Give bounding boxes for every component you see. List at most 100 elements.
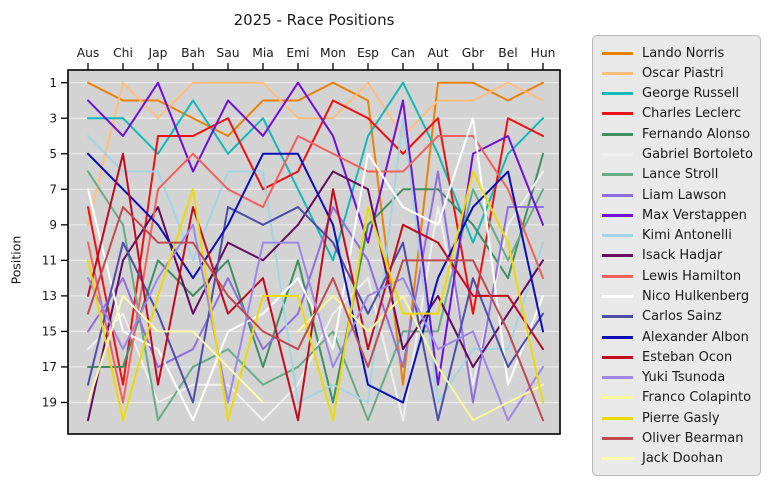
legend-swatch (602, 71, 633, 75)
legend-label: Jack Doohan (642, 451, 723, 467)
legend-label: Lando Norris (642, 45, 725, 61)
series-line-kimi-antonelli (87, 117, 544, 404)
legend-label: Lewis Hamilton (642, 268, 742, 284)
legend-swatch (602, 92, 633, 96)
x-tick-label: Hun (531, 46, 556, 60)
legend-item: Charles Leclerc (593, 104, 760, 124)
y-tick-label: 13 (42, 289, 57, 303)
y-tick-label: 5 (49, 147, 57, 161)
series-line-oliver-bearman (87, 206, 544, 422)
legend-swatch (602, 355, 633, 359)
legend-item: Isack Hadjar (593, 246, 760, 266)
plot-border (67, 69, 561, 435)
legend-swatch (602, 457, 633, 461)
x-tick-label: Can (391, 46, 415, 60)
x-tick-label: Esp (357, 46, 379, 60)
legend-swatch (602, 254, 633, 258)
legend-label: Liam Lawson (642, 187, 727, 203)
legend-label: Isack Hadjar (642, 248, 723, 264)
legend-swatch (602, 213, 633, 217)
legend-item: Lance Stroll (593, 165, 760, 185)
y-tick-label: 9 (49, 218, 57, 232)
legend-label: Franco Colapinto (642, 390, 752, 406)
legend-label: Kimi Antonelli (642, 228, 732, 244)
legend-swatch (602, 315, 633, 319)
legend-swatch (602, 274, 633, 278)
y-tick-label: 19 (42, 396, 57, 410)
legend-label: Alexander Albon (642, 329, 749, 345)
series-line-carlos-sainz (87, 206, 544, 422)
legend-swatch (602, 153, 633, 157)
legend-item: Fernando Alonso (593, 124, 760, 144)
legend-swatch (602, 416, 633, 420)
chart-title: 2025 - Race Positions (233, 11, 395, 29)
legend-label: Fernando Alonso (642, 126, 751, 142)
y-tick-label: 17 (42, 360, 57, 374)
legend-label: Max Verstappen (642, 207, 747, 223)
legend-swatch (602, 335, 633, 339)
legend-label: Nico Hulkenberg (642, 289, 750, 305)
x-tick-label: Sau (216, 46, 239, 60)
x-tick-label: Gbr (462, 46, 485, 60)
series-line-jack-doohan (87, 294, 264, 404)
series-line-pierre-gasly (87, 170, 544, 422)
legend-swatch (602, 436, 633, 440)
legend-item: Alexander Albon (593, 327, 760, 347)
x-tick-label: Bah (181, 46, 205, 60)
legend-item: Gabriel Bortoleto (593, 144, 760, 164)
legend-item: Kimi Antonelli (593, 226, 760, 246)
legend-label: George Russell (642, 86, 739, 102)
legend-item: Oscar Piastri (593, 63, 760, 83)
series-line-isack-hadjar (87, 170, 544, 422)
legend-label: Pierre Gasly (642, 410, 720, 426)
x-tick-label: Emi (286, 46, 309, 60)
legend-label: Oliver Bearman (642, 430, 744, 446)
x-tick-label: Chi (113, 46, 133, 60)
x-tick-label: Jap (148, 46, 168, 60)
legend-swatch (602, 173, 633, 177)
legend-swatch (602, 295, 633, 299)
legend-item: Carlos Sainz (593, 307, 760, 327)
series-line-franco-colapinto (297, 294, 544, 422)
legend-label: Gabriel Bortoleto (642, 147, 753, 163)
legend-item: Liam Lawson (593, 185, 760, 205)
y-tick-label: 15 (42, 325, 57, 339)
legend-item: Franco Colapinto (593, 388, 760, 408)
legend-label: Charles Leclerc (642, 106, 742, 122)
legend-item: Lewis Hamilton (593, 266, 760, 286)
legend-item: Yuki Tsunoda (593, 368, 760, 388)
legend-label: Yuki Tsunoda (642, 370, 726, 386)
y-tick-label: 3 (49, 111, 57, 125)
legend-item: Nico Hulkenberg (593, 286, 760, 306)
legend-item: Max Verstappen (593, 205, 760, 225)
y-tick-label: 7 (49, 182, 57, 196)
x-tick-label: Aus (77, 46, 100, 60)
legend-swatch (602, 112, 633, 116)
legend-item: George Russell (593, 84, 760, 104)
legend-item: Lando Norris (593, 43, 760, 63)
legend: Lando Norris Oscar Piastri George Russell C… (592, 35, 761, 476)
legend-label: Esteban Ocon (642, 349, 733, 365)
series-line-yuki-tsunoda (87, 223, 544, 422)
x-tick-label: Mia (252, 46, 274, 60)
legend-item: Pierre Gasly (593, 408, 760, 428)
legend-swatch (602, 234, 633, 238)
legend-swatch (602, 193, 633, 197)
y-axis-label: Position (8, 235, 24, 285)
x-tick-label: Aut (427, 46, 448, 60)
legend-item: Jack Doohan (593, 449, 760, 469)
series-line-alexander-albon (87, 152, 544, 404)
legend-swatch (602, 396, 633, 400)
legend-swatch (602, 376, 633, 380)
legend-item: Oliver Bearman (593, 428, 760, 448)
series-line-oscar-piastri (87, 81, 544, 226)
x-tick-label: Mon (320, 46, 346, 60)
legend-swatch (602, 132, 633, 136)
legend-item: Esteban Ocon (593, 347, 760, 367)
series-line-lando-norris (87, 81, 544, 386)
legend-label: Lance Stroll (642, 167, 719, 183)
legend-label: Oscar Piastri (642, 65, 724, 81)
y-tick-label: 1 (49, 76, 57, 90)
